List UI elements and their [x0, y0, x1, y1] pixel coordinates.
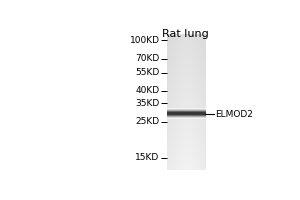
Text: 70KD: 70KD [135, 54, 160, 63]
Text: Rat lung: Rat lung [162, 29, 209, 39]
Text: ELMOD2: ELMOD2 [215, 110, 253, 119]
Text: 40KD: 40KD [135, 86, 160, 95]
Text: 15KD: 15KD [135, 153, 160, 162]
Text: 55KD: 55KD [135, 68, 160, 77]
Text: 25KD: 25KD [135, 117, 160, 126]
Text: 35KD: 35KD [135, 99, 160, 108]
Text: 100KD: 100KD [130, 36, 160, 45]
